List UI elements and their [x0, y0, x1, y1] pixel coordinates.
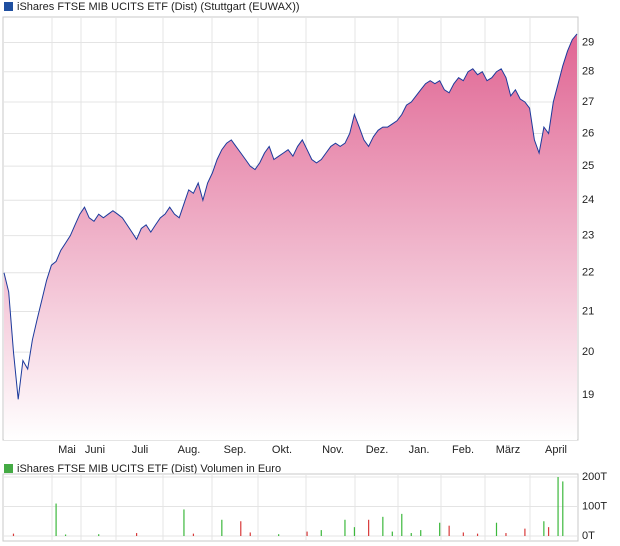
- y-tick-label: 29: [582, 36, 594, 48]
- y-tick-label: 27: [582, 96, 594, 108]
- volume-bar: [382, 516, 384, 536]
- volume-bar: [221, 519, 223, 536]
- x-tick-label: Mai: [58, 444, 76, 456]
- x-tick-label: Sep.: [224, 444, 247, 456]
- y-tick-label: 25: [582, 160, 594, 172]
- volume-bar: [135, 533, 138, 536]
- x-tick-label: Juni: [85, 444, 105, 456]
- volume-bar: [183, 509, 185, 536]
- plot-frame: [2, 473, 579, 542]
- volume-bar: [344, 519, 346, 536]
- x-tick-label: Aug.: [178, 444, 201, 456]
- x-tick-label: Nov.: [322, 444, 344, 456]
- x-tick-label: Juli: [132, 444, 149, 456]
- volume-bar: [557, 477, 559, 536]
- x-tick-label: März: [496, 444, 520, 456]
- volume-bar: [420, 530, 422, 536]
- volume-bar: [439, 522, 441, 536]
- y-tick-label: 200T: [582, 471, 607, 483]
- y-tick-label: 19: [582, 389, 594, 401]
- x-tick-label: April: [545, 444, 567, 456]
- volume-bar: [192, 533, 195, 536]
- volume-bar: [562, 481, 564, 536]
- legend-label: iShares FTSE MIB UCITS ETF (Dist) Volume…: [17, 463, 281, 475]
- volume-bar: [476, 533, 479, 536]
- y-tick-label: 0T: [582, 530, 595, 542]
- volume-bar: [320, 530, 322, 536]
- y-tick-label: 100T: [582, 500, 607, 512]
- x-tick-label: Okt.: [272, 444, 292, 456]
- volume-bar: [353, 527, 356, 536]
- volume-bar: [462, 532, 464, 536]
- y-tick-label: 26: [582, 127, 594, 139]
- legend-swatch: [4, 2, 13, 11]
- volume-bar: [12, 533, 15, 536]
- volume-bar: [278, 534, 280, 536]
- x-tick-label: Feb.: [452, 444, 474, 456]
- y-tick-label: 22: [582, 267, 594, 279]
- volume-bar: [524, 528, 526, 536]
- volume-bar: [505, 533, 507, 536]
- y-tick-label: 21: [582, 305, 594, 317]
- volume-bar: [64, 534, 67, 536]
- volume-bar: [547, 527, 550, 536]
- x-tick-label: Jan.: [409, 444, 430, 456]
- volume-bar: [495, 522, 498, 536]
- price-line: [3, 33, 578, 400]
- y-tick-label: 28: [582, 66, 594, 78]
- volume-bar: [410, 533, 412, 536]
- legend-swatch: [4, 464, 13, 473]
- x-tick-label: Dez.: [366, 444, 389, 456]
- volume-bar: [249, 532, 251, 536]
- volume-bar: [98, 534, 100, 536]
- volume-bar: [240, 521, 242, 536]
- y-tick-label: 20: [582, 346, 594, 358]
- volume-bar: [448, 525, 450, 536]
- price-area: [4, 33, 577, 441]
- volume-bar: [306, 531, 308, 536]
- volume-bar: [368, 519, 370, 536]
- volume-bar: [543, 521, 545, 536]
- legend-label: iShares FTSE MIB UCITS ETF (Dist) (Stutt…: [17, 1, 300, 13]
- volume-bar: [391, 531, 393, 536]
- y-tick-label: 24: [582, 194, 594, 206]
- volume-bar: [55, 503, 57, 536]
- volume-bar: [401, 513, 403, 536]
- y-tick-label: 23: [582, 230, 594, 242]
